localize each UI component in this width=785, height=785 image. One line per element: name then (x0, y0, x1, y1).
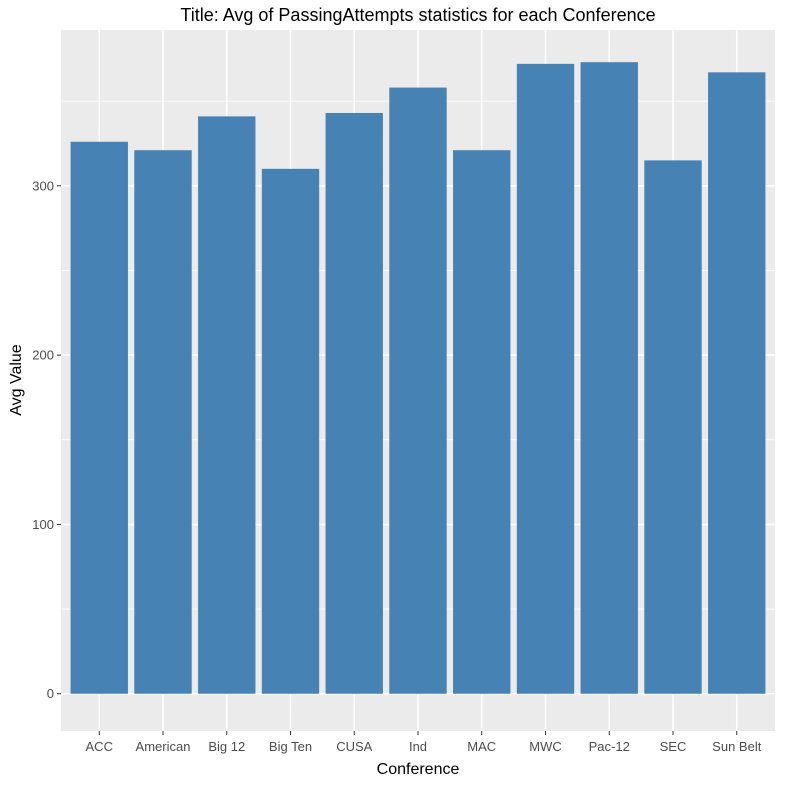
bar-cusa (325, 112, 383, 694)
bar-mac (453, 150, 511, 694)
x-axis-title: Conference (377, 761, 460, 778)
x-tick-label: Ind (409, 739, 427, 754)
y-tick-label: 300 (32, 178, 54, 193)
x-tick-label: Sun Belt (712, 739, 762, 754)
chart-title: Title: Avg of PassingAttempts statistics… (180, 5, 655, 25)
y-axis-title: Avg Value (8, 344, 25, 416)
x-tick-label: SEC (660, 739, 687, 754)
y-tick-label: 200 (32, 348, 54, 363)
x-tick-label: American (136, 739, 191, 754)
bar-big-ten (261, 168, 320, 694)
x-tick-label: CUSA (336, 739, 372, 754)
y-tick-label: 0 (47, 686, 54, 701)
bar-acc (70, 141, 128, 694)
axis-ticks: 0 100 200 300 ACC American Big 12 Big Ten CUSA In… (32, 178, 761, 754)
bar-american (134, 150, 192, 694)
bar-big-12 (198, 116, 256, 694)
bar-mwc (516, 63, 575, 694)
x-tick-label: Big Ten (269, 739, 312, 754)
bar-sun-belt (708, 72, 766, 694)
x-tick-label: ACC (86, 739, 113, 754)
x-tick-label: Big 12 (208, 739, 245, 754)
y-tick-label: 100 (32, 517, 54, 532)
bar-pac-12 (580, 62, 638, 694)
x-tick-label: MWC (529, 739, 562, 754)
x-tick-label: Pac-12 (589, 739, 630, 754)
bars (70, 62, 766, 694)
bar-sec (644, 160, 702, 694)
x-tick-label: MAC (467, 739, 496, 754)
bar-ind (389, 87, 447, 694)
